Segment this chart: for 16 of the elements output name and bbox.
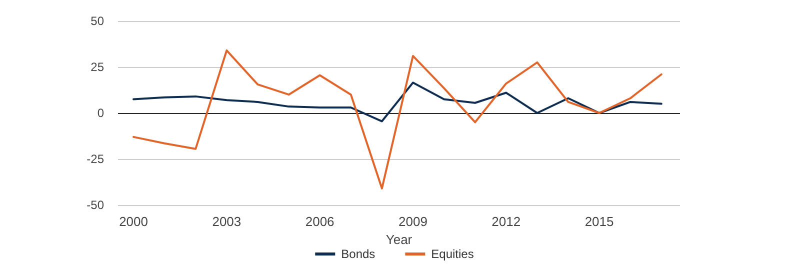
x-tick-label: 2009 <box>398 214 428 229</box>
y-tick-label: 0 <box>97 106 104 120</box>
legend-label: Bonds <box>341 247 376 261</box>
legend-label: Equities <box>431 247 474 261</box>
y-tick-label: 50 <box>90 14 104 28</box>
x-tick-label: 2012 <box>492 214 521 229</box>
x-tick-label: 2006 <box>305 214 334 229</box>
x-tick-label: 2003 <box>212 214 242 229</box>
y-tick-label: -25 <box>86 152 104 166</box>
y-tick-label: -50 <box>86 198 104 212</box>
x-axis-title: Year <box>386 232 413 247</box>
line-series <box>132 82 662 122</box>
y-tick-label: 25 <box>90 60 104 74</box>
x-tick-label: 2000 <box>119 214 148 229</box>
x-tick-label: 2015 <box>584 214 614 229</box>
line-series <box>132 49 662 190</box>
